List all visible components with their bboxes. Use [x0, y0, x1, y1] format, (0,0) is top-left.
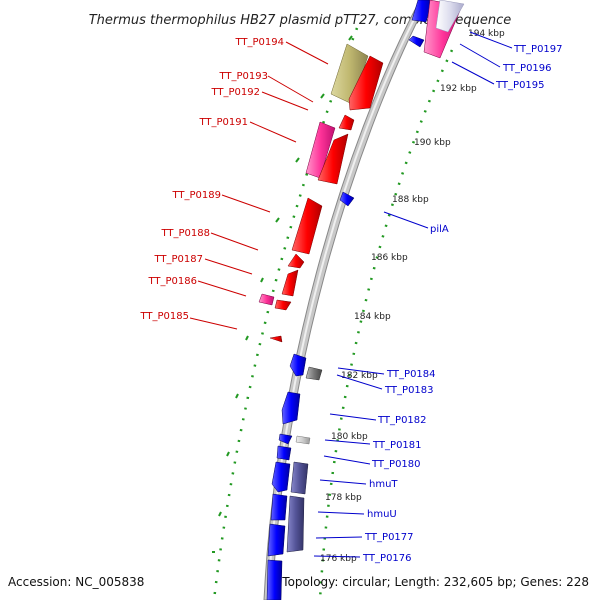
reverse-gene-labels: TT_P0197 TT_P0196 TT_P0195 pilA TT_P0184… [362, 44, 563, 564]
label-TT_P0191: TT_P0191 [198, 117, 248, 128]
tick-186kbp: 186 kbp [371, 253, 408, 263]
gene-TT_P0187[interactable] [281, 269, 299, 297]
gene-TT_P0192[interactable] [338, 114, 355, 131]
label-pilA: pilA [430, 224, 449, 235]
tick-labels: 194 kbp 192 kbp 190 kbp 188 kbp 186 kbp … [320, 29, 505, 564]
label-TT_P0188: TT_P0188 [160, 228, 210, 239]
gene-TT_P0177[interactable] [267, 523, 286, 557]
label-TT_P0187: TT_P0187 [153, 254, 203, 265]
label-TT_P0185: TT_P0185 [139, 311, 189, 322]
label-TT_P0193: TT_P0193 [218, 71, 268, 82]
label-TT_P0176: TT_P0176 [362, 553, 412, 564]
tick-182kbp: 182 kbp [341, 371, 378, 381]
label-TT_P0192: TT_P0192 [210, 87, 260, 98]
gene-TT_P0181[interactable] [278, 433, 293, 445]
gene-TT_P0182[interactable] [281, 391, 301, 425]
sequence-backbone [263, 0, 429, 600]
outer-major-ticks [212, 35, 353, 553]
reverse-leader-lines [313, 31, 513, 558]
label-TT_P0196: TT_P0196 [502, 63, 552, 74]
gene-pilA[interactable] [339, 191, 355, 207]
gene-TT_P0180[interactable] [276, 445, 292, 461]
gene-TT_P0191[interactable] [317, 133, 349, 185]
gene-TT_P0176[interactable] [266, 559, 283, 600]
gene-hmuU[interactable] [286, 495, 305, 553]
tick-192kbp: 192 kbp [440, 84, 477, 94]
gene-TT_P0181-light[interactable] [295, 435, 311, 445]
tick-176kbp: 176 kbp [320, 554, 357, 564]
gene-TT_P0188[interactable] [287, 253, 305, 269]
map-title: Thermus thermophilus HB27 plasmid pTT27,… [89, 13, 512, 28]
forward-leader-lines [189, 41, 329, 330]
topology-summary: Topology: circular; Length: 232,605 bp; … [281, 575, 589, 589]
gene-TT_P0183[interactable] [305, 366, 323, 381]
tick-184kbp: 184 kbp [354, 312, 391, 322]
forward-strand-genes [258, 43, 384, 343]
label-TT_P0194: TT_P0194 [234, 37, 284, 48]
gene-hmuU-a[interactable] [270, 493, 288, 521]
gene-TT_P0186[interactable] [258, 293, 275, 306]
label-TT_P0184: TT_P0184 [386, 369, 436, 380]
label-TT_P0181: TT_P0181 [372, 440, 422, 451]
tick-180kbp: 180 kbp [331, 432, 368, 442]
label-hmuT: hmuT [369, 479, 398, 490]
label-TT_P0180: TT_P0180 [371, 459, 421, 470]
tick-194kbp: 194 kbp [468, 29, 505, 39]
label-TT_P0177: TT_P0177 [364, 532, 414, 543]
gene-TT_P0185[interactable] [269, 335, 283, 343]
gene-hmuT-a[interactable] [271, 461, 291, 493]
tick-178kbp: 178 kbp [325, 493, 362, 503]
gene-TT_P0184[interactable] [289, 353, 307, 377]
label-TT_P0189: TT_P0189 [171, 190, 221, 201]
reverse-strand-genes [266, 0, 465, 600]
label-TT_P0182: TT_P0182 [377, 415, 427, 426]
tick-190kbp: 190 kbp [414, 138, 451, 148]
gene-TT_P0193[interactable] [348, 55, 384, 111]
gene-TT_P0189[interactable] [291, 197, 323, 255]
label-TT_P0197: TT_P0197 [513, 44, 563, 55]
gene-TT_P0196-cap[interactable] [408, 35, 425, 48]
gene-TT_P0196-light[interactable] [435, 0, 465, 33]
label-TT_P0183: TT_P0183 [384, 385, 434, 396]
label-hmuU: hmuU [367, 509, 397, 520]
gene-TT_P0186b[interactable] [274, 299, 292, 311]
accession-text: Accession: NC_005838 [8, 575, 144, 589]
label-TT_P0195: TT_P0195 [495, 80, 545, 91]
forward-gene-labels: TT_P0194 TT_P0193 TT_P0192 TT_P0191 TT_P… [139, 37, 284, 322]
tick-188kbp: 188 kbp [392, 195, 429, 205]
gene-TT_P0197[interactable] [411, 0, 433, 23]
gene-hmuT[interactable] [290, 461, 309, 495]
label-TT_P0186: TT_P0186 [147, 276, 197, 287]
